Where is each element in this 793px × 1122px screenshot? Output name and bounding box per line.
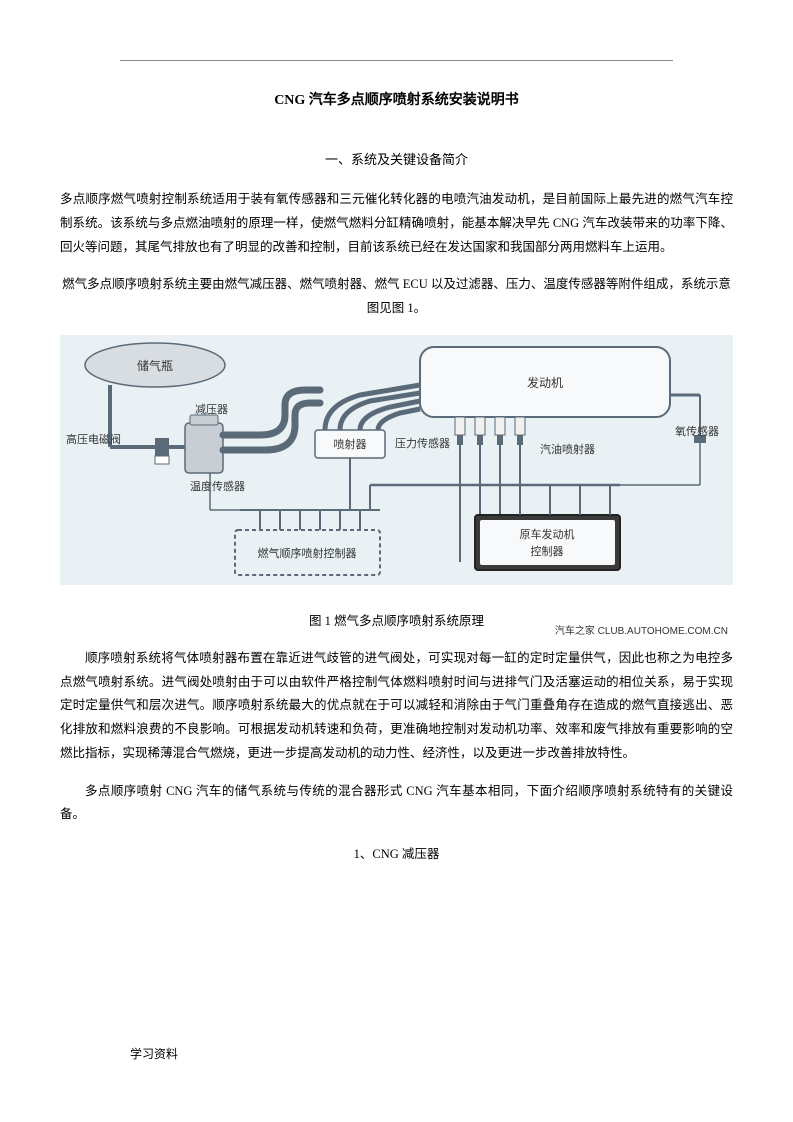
injector-label: 喷射器	[334, 437, 367, 451]
reducer-label: 减压器	[195, 403, 228, 416]
watermark-text: 汽车之家 CLUB.AUTOHOME.COM.CN	[555, 622, 728, 637]
system-diagram: 储气瓶 高压电磁阀 减压器 温度传感器 喷射器 压力传感器 发动机 氧传感器	[60, 335, 733, 600]
orig-controller-label-2: 控制器	[531, 544, 564, 558]
tank-icon: 储气瓶	[85, 343, 225, 387]
paragraph-3: 顺序喷射系统将气体喷射器布置在靠近进气歧管的进气阀处，可实现对每一缸的定时定量供…	[60, 647, 733, 766]
paragraph-2: 燃气多点顺序喷射系统主要由燃气减压器、燃气喷射器、燃气 ECU 以及过滤器、压力…	[60, 273, 733, 321]
engine-label: 发动机	[527, 375, 563, 390]
header-rule	[120, 60, 673, 61]
oxygen-sensor-label: 氧传感器	[675, 424, 719, 438]
gasoline-injector-label: 汽油喷射器	[540, 442, 595, 456]
sub-heading-1: 1、CNG 减压器	[60, 843, 733, 862]
paragraph-4: 多点顺序喷射 CNG 汽车的储气系统与传统的混合器形式 CNG 汽车基本相同，下…	[60, 780, 733, 828]
pressure-sensor-label: 压力传感器	[395, 437, 450, 450]
temp-sensor-label: 温度传感器	[190, 479, 245, 493]
reducer-icon	[185, 415, 223, 473]
valve-icon	[155, 438, 169, 456]
gas-controller-label: 燃气顺序喷射控制器	[258, 546, 357, 560]
document-title: CNG 汽车多点顺序喷射系统安装说明书	[60, 89, 733, 109]
paragraph-1: 多点顺序燃气喷射控制系统适用于装有氧传感器和三元催化转化器的电喷汽油发动机，是目…	[60, 188, 733, 259]
section-heading: 一、系统及关键设备简介	[60, 149, 733, 168]
orig-controller-label-1: 原车发动机	[520, 527, 575, 541]
footer-text: 学习资料	[130, 1045, 178, 1062]
tank-label: 储气瓶	[137, 358, 173, 373]
valve-label: 高压电磁阀	[66, 432, 121, 446]
